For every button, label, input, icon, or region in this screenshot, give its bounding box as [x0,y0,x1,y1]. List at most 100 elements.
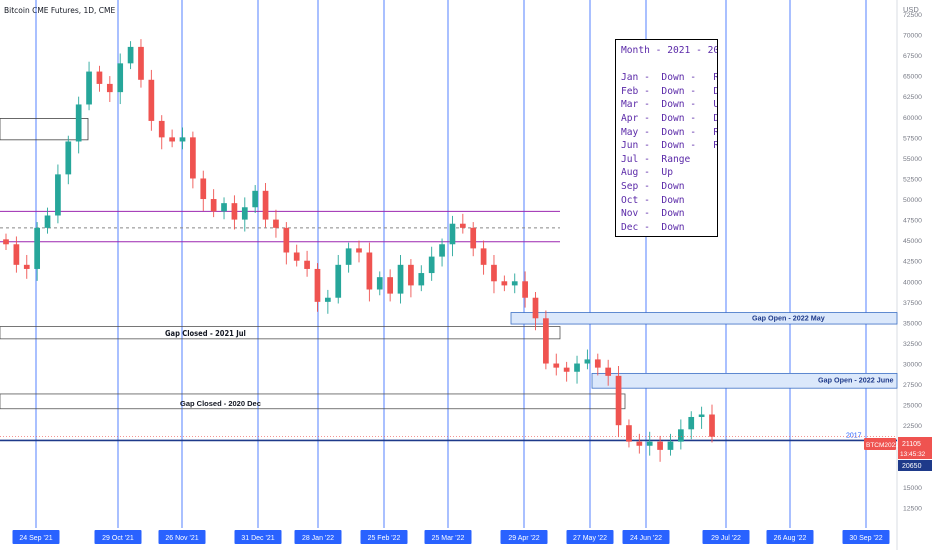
y-tick-label: 27500 [903,382,922,389]
gap-box-upper [0,118,89,141]
gap-open-june-zone [591,372,898,389]
note-line: Apr - Down - Down [621,112,717,124]
axis-currency: USD [903,5,919,14]
note-line: Aug - Up [621,167,673,179]
note-line: Oct - Down [621,194,685,206]
note-line [621,58,712,72]
x-tick-label: 25 Feb '22 [368,535,401,542]
y-tick-label: 32500 [903,341,922,348]
symbol-tag-text: BTCM2022 [866,442,899,449]
y-tick-label: 52500 [903,176,922,183]
x-tick-label: 26 Aug '22 [774,535,807,542]
candle-body [221,203,227,212]
chart-title: Bitcoin CME Futures, 1D, CME [4,6,116,15]
last-price-tag [898,437,932,459]
candle-body [636,441,643,446]
gap-closed-dec-label: Gap Closed - 2020 Dec [180,399,261,408]
candle-body [501,281,508,286]
candle-body [491,264,497,282]
y-tick-label: 62500 [903,94,922,101]
y-tick-label: 15000 [903,485,922,492]
candle-body [376,277,383,290]
candle-body [667,441,674,450]
candle-body [293,252,300,261]
candle-body [190,137,196,179]
y-tick-label: 30000 [903,362,922,369]
candle-body [408,264,414,286]
x-tick-pill [500,530,548,544]
candle-body [252,190,259,208]
note-line: Mar - Down - Up [621,99,718,111]
x-tick-pill [424,530,472,544]
candle-body [169,137,175,142]
candle-body [709,414,715,437]
candle-body [646,441,653,446]
candle-body [522,281,528,298]
last-price-text: 21105 [902,441,921,448]
note-line: Feb - Down - Down [621,85,717,97]
candle-body [127,46,134,64]
x-tick-label: 29 Oct '21 [102,535,134,542]
candle-body [543,318,549,364]
countdown-text: 13:45:32 [900,451,926,458]
candle-body [148,79,155,121]
candle-body [3,239,9,245]
candle-body [117,63,124,93]
y-tick-label: 57500 [903,135,922,142]
note-line: Jan - Down - Range [621,72,717,84]
candle-body [241,207,248,220]
note-line: Dec - Down [621,221,685,233]
candle-body [44,215,51,228]
candle-body [615,375,622,426]
candle-body [106,83,113,93]
y-tick-label: 22500 [903,423,922,430]
candle-body [335,264,342,298]
note-line: Month - 2021 - 2022 [621,45,717,56]
level-price-tag [898,460,932,471]
x-tick-label: 29 Apr '22 [508,535,539,542]
candle-body [34,227,41,269]
x-tick-pill [360,530,408,544]
candle-body [449,223,456,245]
candle-body [356,248,362,253]
candle-body [428,256,435,274]
y-tick-label: 70000 [903,33,922,40]
candle-body [387,277,394,294]
candle-body [439,244,445,257]
candle-body [210,199,217,212]
candle-body [23,264,30,269]
candle-body [65,141,72,175]
x-tick-pill [842,530,890,544]
x-tick-label: 30 Sep '22 [849,535,882,542]
note-line: Jul - Range [621,153,691,165]
x-tick-pill [294,530,342,544]
y-tick-label: 45000 [903,238,922,245]
candle-body [75,104,82,142]
y-tick-label: 25000 [903,403,922,410]
candle-body [138,46,144,80]
candle-body [459,223,466,228]
candle-body [283,227,290,253]
candle-body [563,367,570,372]
x-tick-label: 26 Nov '21 [165,535,198,542]
x-tick-label: 29 Jul '22 [711,535,741,542]
x-tick-label: 24 Jun '22 [630,535,662,542]
candle-body [314,268,321,302]
candle-body [86,71,92,105]
gap-open-may-label: Gap Open - 2022 May [752,314,825,323]
candle-body [179,137,186,142]
candle-body [397,264,404,294]
x-tick-label: 25 Mar '22 [432,535,465,542]
x-tick-label: 28 Jan '22 [302,535,334,542]
symbol-tag [864,438,896,450]
x-tick-pill [622,530,670,544]
candle-body [470,227,477,249]
y-tick-label: 37500 [903,300,922,307]
gap-closed-jul-label: Gap Closed - 2021 Jul [165,329,246,338]
level-2017-label: 2017 [846,432,862,439]
x-tick-pill [702,530,750,544]
x-tick-pill [766,530,814,544]
candle-body [698,414,705,417]
monthly-summary-box[interactable]: Month - 2021 - 2022 Jan - Down - RangeFeb… [615,39,718,237]
